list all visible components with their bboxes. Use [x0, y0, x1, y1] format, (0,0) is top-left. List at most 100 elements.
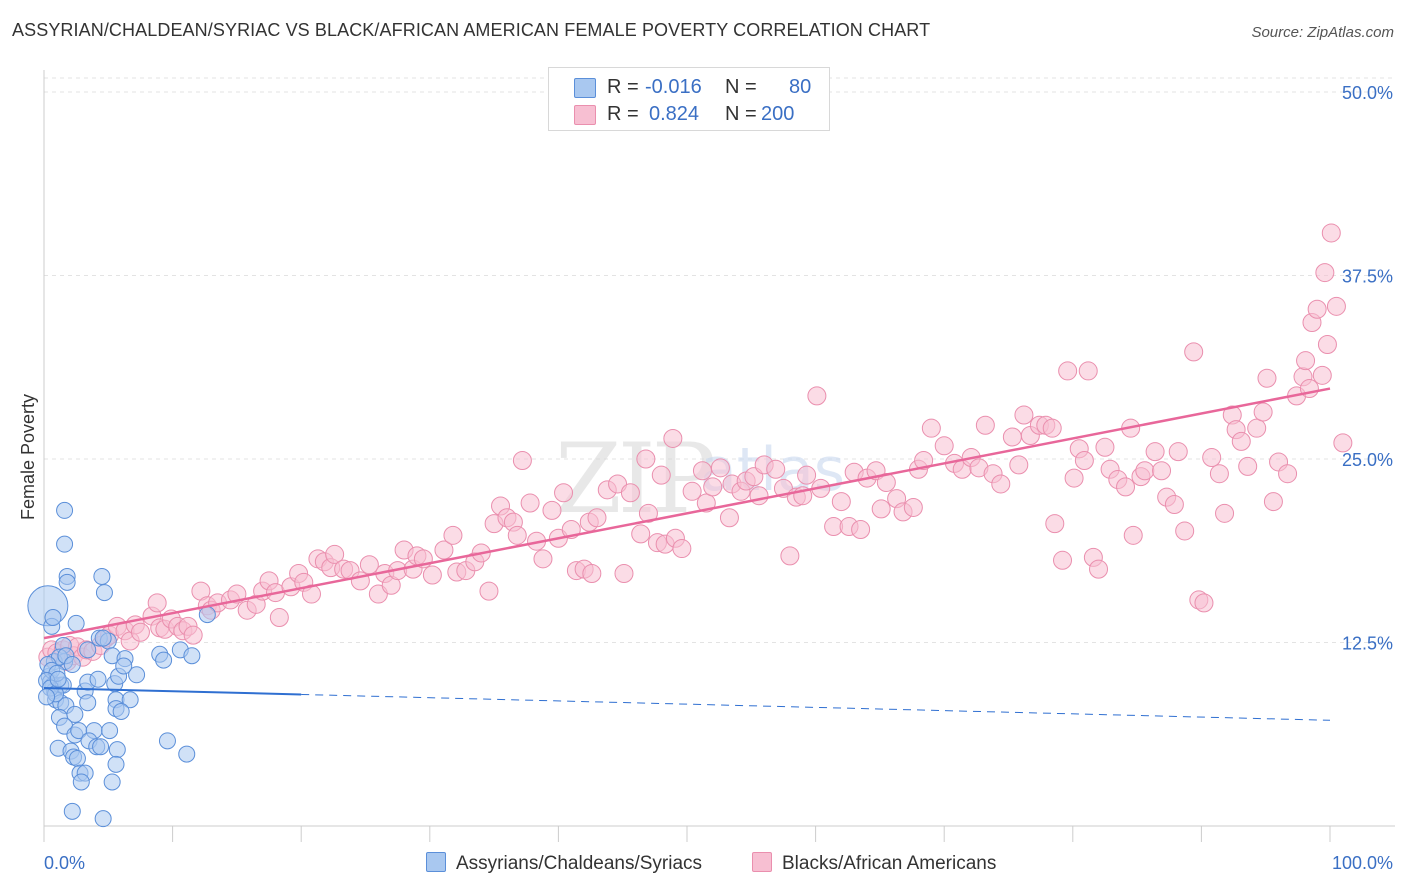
point-blacks-151 — [1058, 361, 1078, 381]
point-blacks-133 — [921, 418, 941, 438]
point-assyrians-8 — [44, 609, 62, 627]
point-assyrians-4 — [58, 573, 76, 591]
point-blacks-142 — [1002, 427, 1022, 447]
y-tick-label-1: 25.0% — [1342, 450, 1393, 470]
point-blacks-139 — [975, 415, 995, 435]
axes — [43, 70, 1395, 842]
point-blacks-197 — [1307, 299, 1327, 319]
point-blacks-195 — [1296, 351, 1316, 371]
legend-r-value: 0.824 — [649, 103, 700, 125]
point-blacks-166 — [1145, 442, 1165, 462]
legend-n-value: 200 — [761, 103, 795, 125]
point-blacks-176 — [1209, 464, 1229, 484]
trend-lines — [43, 387, 1331, 721]
point-assyrians-34 — [128, 666, 146, 684]
bottom-legend-label-assyrians: Assyrians/Chaldeans/Syriacs — [456, 853, 703, 874]
point-blacks-198 — [1315, 263, 1335, 283]
point-blacks-152 — [1064, 468, 1084, 488]
point-assyrians-1 — [56, 501, 74, 519]
point-assyrians-53 — [108, 741, 126, 759]
point-assyrians-9 — [67, 614, 85, 632]
point-blacks-111 — [766, 459, 786, 479]
point-assyrians-64 — [103, 773, 121, 791]
point-blacks-84 — [582, 564, 602, 584]
point-blacks-185 — [1263, 492, 1283, 512]
point-blacks-102 — [703, 477, 723, 497]
point-blacks-154 — [1074, 450, 1094, 470]
legend-r-label: R = — [607, 76, 639, 98]
point-blacks-94 — [651, 465, 671, 485]
point-blacks-192 — [1317, 335, 1337, 355]
point-blacks-120 — [831, 492, 851, 512]
y-tick-label-2: 37.5% — [1342, 267, 1393, 287]
point-blacks-175 — [1202, 448, 1222, 468]
point-blacks-72 — [507, 525, 527, 545]
point-blacks-163 — [1123, 525, 1143, 545]
point-blacks-123 — [851, 519, 871, 539]
point-assyrians-79 — [115, 657, 133, 675]
point-assyrians-78 — [94, 629, 112, 647]
point-blacks-88 — [614, 564, 634, 584]
point-assyrians-60 — [107, 755, 125, 773]
point-blacks-60 — [422, 565, 442, 585]
chart-source: Source: ZipAtlas.com — [1251, 24, 1394, 41]
point-assyrians-42 — [112, 702, 130, 720]
point-blacks-103 — [710, 458, 730, 478]
point-blacks-132 — [914, 450, 934, 470]
legend-r-label: R = — [607, 103, 639, 125]
point-blacks-144 — [1014, 405, 1034, 425]
point-blacks-183 — [1253, 402, 1273, 422]
trend-line-assyrians-solid — [43, 687, 302, 696]
y-axis-title: Female Poverty — [18, 394, 38, 520]
point-assyrians-49 — [101, 722, 119, 740]
point-blacks-184 — [1257, 368, 1277, 388]
x-tick-label-min: 0.0% — [44, 853, 85, 873]
point-blacks-76 — [533, 549, 553, 569]
point-blacks-171 — [1175, 521, 1195, 541]
point-assyrians-22 — [183, 647, 201, 665]
point-blacks-169 — [1164, 495, 1184, 515]
point-assyrians-57 — [68, 749, 86, 767]
legend-swatch-pink — [574, 105, 596, 125]
legend-row-assyrians: R = -0.016 N = 80 — [549, 74, 829, 100]
point-blacks-26 — [183, 625, 203, 645]
point-blacks-27 — [147, 593, 167, 613]
point-blacks-67 — [479, 581, 499, 601]
trend-line-blacks — [43, 387, 1331, 640]
point-blacks-149 — [1045, 514, 1065, 534]
point-blacks-158 — [1095, 437, 1115, 457]
point-blacks-90 — [631, 524, 651, 544]
point-assyrians-67 — [198, 606, 216, 624]
point-blacks-199 — [1321, 223, 1341, 243]
legend-n-value: 80 — [789, 76, 812, 98]
point-blacks-130 — [903, 497, 923, 517]
point-blacks-187 — [1278, 464, 1298, 484]
point-blacks-141 — [991, 474, 1011, 494]
point-blacks-117 — [797, 465, 817, 485]
correlation-legend: R = -0.016 N = 80 R = 0.824 N = 200 — [548, 67, 830, 131]
point-assyrians-2 — [56, 535, 74, 553]
point-assyrians-76 — [63, 656, 81, 674]
point-blacks-47 — [325, 544, 345, 564]
x-tick-label-max: 100.0% — [1332, 853, 1393, 873]
point-assyrians-77 — [79, 641, 97, 659]
point-blacks-180 — [1231, 431, 1251, 451]
point-blacks-126 — [871, 499, 891, 519]
point-blacks-193 — [1326, 296, 1346, 316]
point-blacks-73 — [512, 450, 532, 470]
point-blacks-161 — [1116, 477, 1136, 497]
point-assyrians-59 — [178, 745, 196, 763]
bottom-legend-assyrians: Assyrians/Chaldeans/Syriacs — [426, 852, 702, 875]
point-blacks-85 — [587, 508, 607, 528]
point-assyrians-40 — [121, 691, 139, 709]
chart-title: ASSYRIAN/CHALDEAN/SYRIAC VS BLACK/AFRICA… — [12, 20, 931, 40]
point-blacks-170 — [1168, 442, 1188, 462]
bottom-legend-blacks: Blacks/African Americans — [752, 852, 996, 875]
point-blacks-143 — [1009, 455, 1029, 475]
series-assyrians-points — [27, 501, 216, 828]
point-assyrians-66 — [94, 810, 112, 828]
point-blacks-181 — [1238, 456, 1258, 476]
watermark-zip: ZIP — [555, 423, 714, 535]
y-tick-label-0: 12.5% — [1342, 634, 1393, 654]
point-blacks-155 — [1078, 361, 1098, 381]
